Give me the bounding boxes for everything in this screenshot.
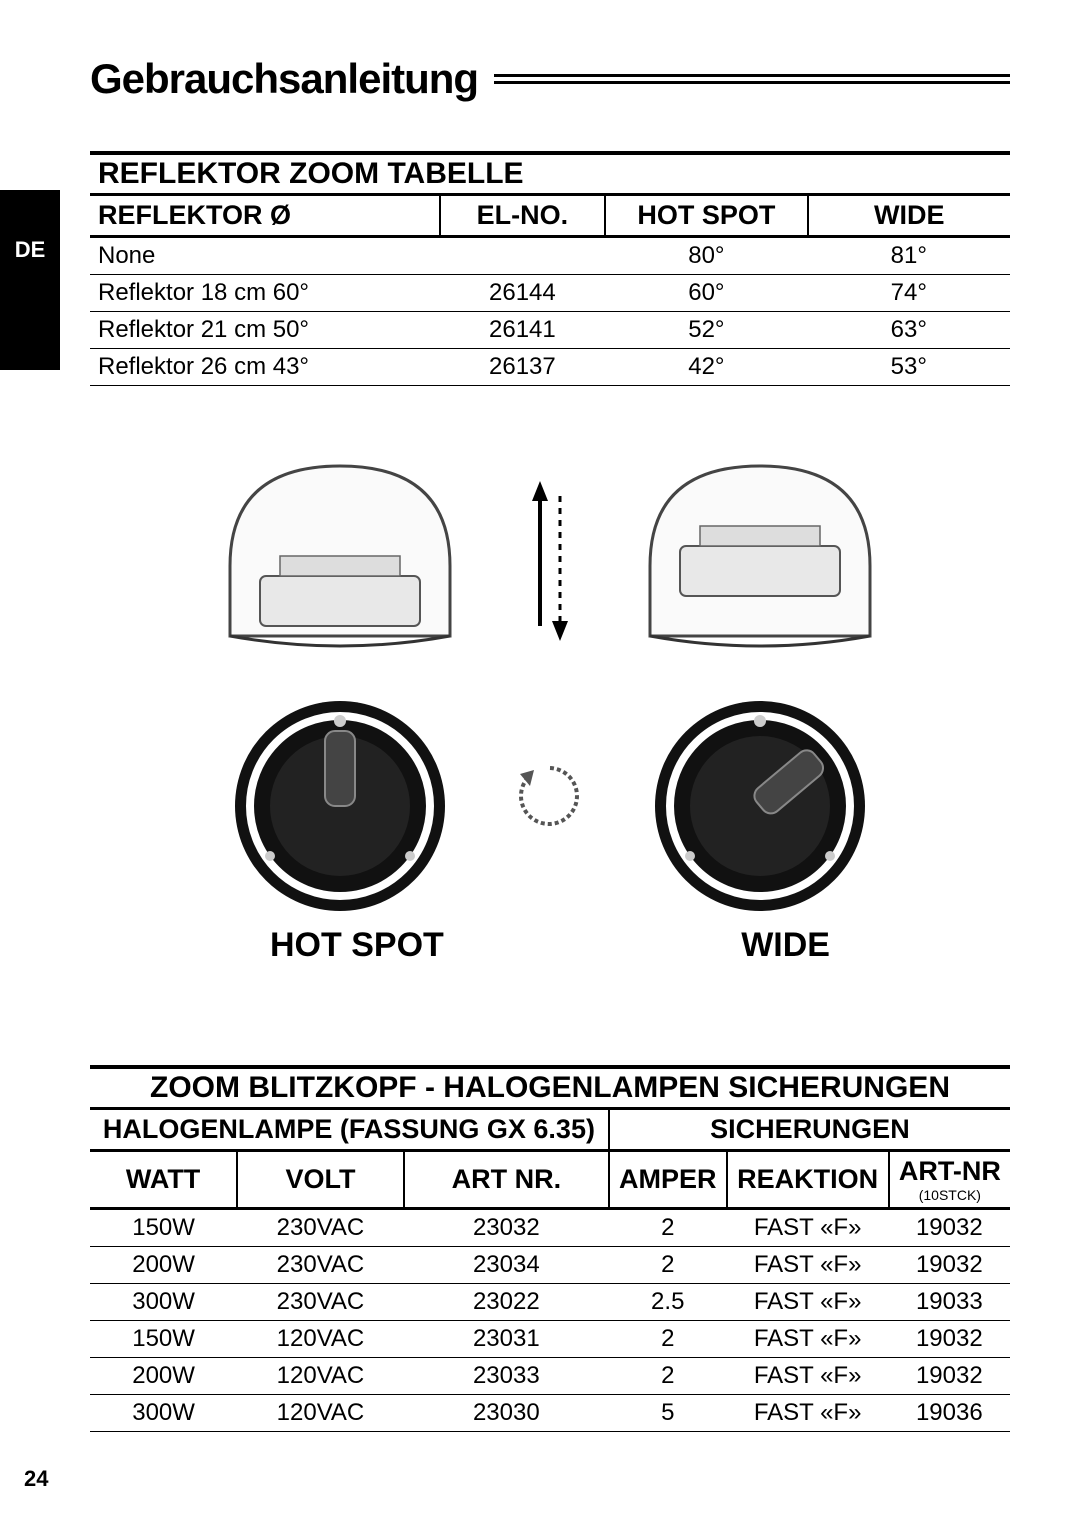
table-cell: 2	[609, 1247, 727, 1284]
flash-dome-wide	[630, 446, 890, 656]
table-cell: 200W	[90, 1358, 237, 1395]
t2-col-artnr: ART NR.	[404, 1151, 609, 1209]
header-rule	[494, 74, 1010, 84]
table-row: None 80°81°	[90, 237, 1010, 275]
table-cell: 230VAC	[237, 1209, 404, 1247]
page-number: 24	[24, 1466, 48, 1492]
table-cell: 300W	[90, 1284, 237, 1321]
table-cell: 120VAC	[237, 1321, 404, 1358]
label-wide: WIDE	[741, 926, 830, 965]
reflector-zoom-table: REFLEKTOR Ø EL-NO. HOT SPOT WIDE None 80°…	[90, 196, 1010, 386]
table-row: Reflektor 26 cm 43°2613742°53°	[90, 349, 1010, 386]
table-cell: 42°	[605, 349, 807, 386]
table-row: Reflektor 18 cm 60°2614460°74°	[90, 275, 1010, 312]
table-cell: 2	[609, 1209, 727, 1247]
table-cell: 230VAC	[237, 1247, 404, 1284]
table-cell: 19032	[889, 1209, 1010, 1247]
table-cell: 150W	[90, 1209, 237, 1247]
language-tab: DE	[0, 190, 60, 310]
table-cell: 23031	[404, 1321, 609, 1358]
table-cell: FAST «F»	[727, 1321, 889, 1358]
table-cell: 52°	[605, 312, 807, 349]
table2-title: ZOOM BLITZKOPF - HALOGENLAMPEN SICHERUNG…	[90, 1065, 1010, 1110]
t2-col-watt: WATT	[90, 1151, 237, 1209]
rotate-icon	[510, 756, 590, 836]
table-cell: 5	[609, 1395, 727, 1432]
table-cell: FAST «F»	[727, 1358, 889, 1395]
table-row: 150W120VAC230312FAST «F»19032	[90, 1321, 1010, 1358]
label-hotspot: HOT SPOT	[270, 926, 444, 965]
page-header: Gebrauchsanleitung	[90, 55, 1010, 103]
table-cell: 23032	[404, 1209, 609, 1247]
dial-hotspot	[230, 696, 450, 916]
t2-col-reaktion: REAKTION	[727, 1151, 889, 1209]
table-cell: 53°	[808, 349, 1010, 386]
table-cell: FAST «F»	[727, 1284, 889, 1321]
t2-col-artnr2-note: (10STCK)	[898, 1187, 1002, 1203]
table-cell: 26144	[440, 275, 606, 312]
t1-col-elno: EL-NO.	[440, 196, 606, 237]
table-cell: 81°	[808, 237, 1010, 275]
table-cell: 19032	[889, 1247, 1010, 1284]
table-cell: 60°	[605, 275, 807, 312]
table-cell: 19032	[889, 1321, 1010, 1358]
table-cell: Reflektor 21 cm 50°	[90, 312, 440, 349]
halogen-fuse-table: HALOGENLAMPE (FASSUNG GX 6.35) SICHERUNG…	[90, 1110, 1010, 1432]
table-row: 300W230VAC230222.5FAST «F»19033	[90, 1284, 1010, 1321]
t2-col-amper: AMPER	[609, 1151, 727, 1209]
table-cell: 19032	[889, 1358, 1010, 1395]
table1-title: REFLEKTOR ZOOM TABELLE	[90, 151, 1010, 196]
page-content: Gebrauchsanleitung REFLEKTOR ZOOM TABELL…	[90, 55, 1010, 1432]
t2-col-volt: VOLT	[237, 1151, 404, 1209]
up-down-arrows-icon	[520, 476, 580, 646]
table-cell: 120VAC	[237, 1358, 404, 1395]
table-cell: Reflektor 18 cm 60°	[90, 275, 440, 312]
table-cell: 74°	[808, 275, 1010, 312]
table-row: 200W120VAC230332FAST «F»19032	[90, 1358, 1010, 1395]
t1-col-wide: WIDE	[808, 196, 1010, 237]
table-cell: 2.5	[609, 1284, 727, 1321]
table-cell: FAST «F»	[727, 1247, 889, 1284]
table-cell: 2	[609, 1321, 727, 1358]
table-cell: FAST «F»	[727, 1395, 889, 1432]
table-cell: FAST «F»	[727, 1209, 889, 1247]
table-cell: 300W	[90, 1395, 237, 1432]
t1-col-hotspot: HOT SPOT	[605, 196, 807, 237]
flash-dome-hotspot	[210, 446, 470, 656]
table-cell: 200W	[90, 1247, 237, 1284]
table-cell: 23022	[404, 1284, 609, 1321]
page-title: Gebrauchsanleitung	[90, 55, 478, 103]
table-row: 150W230VAC230322FAST «F»19032	[90, 1209, 1010, 1247]
table-cell: 26141	[440, 312, 606, 349]
table-cell: 23034	[404, 1247, 609, 1284]
table-cell: 63°	[808, 312, 1010, 349]
table-row: Reflektor 21 cm 50°2614152°63°	[90, 312, 1010, 349]
table-cell: 230VAC	[237, 1284, 404, 1321]
table-cell: 19033	[889, 1284, 1010, 1321]
t1-col-reflektor: REFLEKTOR Ø	[90, 196, 440, 237]
table-cell: 2	[609, 1358, 727, 1395]
t2-group-halogen: HALOGENLAMPE (FASSUNG GX 6.35)	[90, 1110, 609, 1151]
table-cell: Reflektor 26 cm 43°	[90, 349, 440, 386]
table-cell: 19036	[889, 1395, 1010, 1432]
table-cell: None	[90, 237, 440, 275]
t2-col-artnr2: ART-NR (10STCK)	[889, 1151, 1010, 1209]
table-cell: 80°	[605, 237, 807, 275]
zoom-diagram	[200, 446, 900, 926]
table-cell	[440, 237, 606, 275]
table-cell: 150W	[90, 1321, 237, 1358]
language-tab-extension	[0, 310, 60, 370]
dial-wide	[650, 696, 870, 916]
diagram-labels: HOT SPOT WIDE	[200, 926, 900, 965]
table-cell: 23030	[404, 1395, 609, 1432]
table-cell: 26137	[440, 349, 606, 386]
table-cell: 120VAC	[237, 1395, 404, 1432]
table-row: 200W230VAC230342FAST «F»19032	[90, 1247, 1010, 1284]
t2-group-fuses: SICHERUNGEN	[609, 1110, 1010, 1151]
table-cell: 23033	[404, 1358, 609, 1395]
table-row: 300W120VAC230305FAST «F»19036	[90, 1395, 1010, 1432]
